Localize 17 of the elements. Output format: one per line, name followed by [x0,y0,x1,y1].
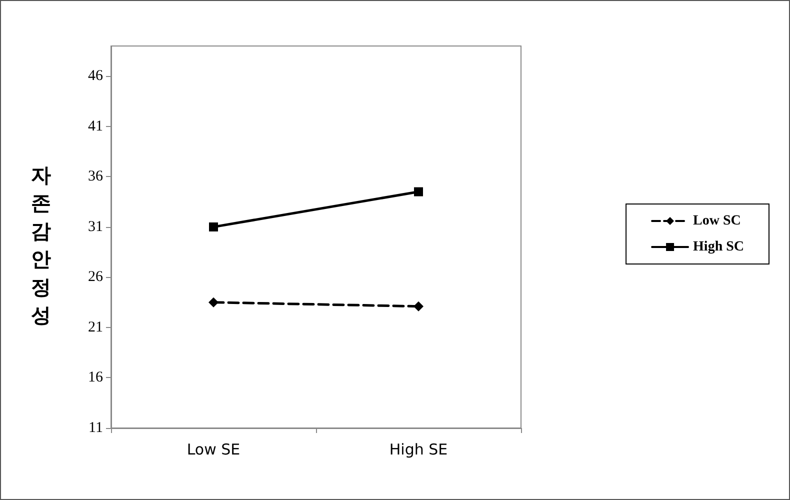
point [208,297,218,308]
y-tick-label: 26 [88,269,104,286]
x-tick-label: High SE [389,440,448,458]
y-tick-label: 21 [88,319,103,336]
legend-label: High SC [693,240,744,254]
y-tick-label: 36 [88,168,104,185]
y-tick-label: 46 [88,68,104,84]
point [209,222,218,232]
y-axis-title: 자존감 안정성 [30,162,52,329]
y-tick-label: 41 [88,118,103,134]
x-tick-label: Low SE [186,440,240,458]
point [414,301,424,312]
y-tick-label: 16 [88,370,104,386]
legend-label: Low SC [693,214,741,228]
y-tick-label: 11 [88,420,103,436]
y-tick-label: 31 [88,218,103,235]
point [414,187,423,196]
